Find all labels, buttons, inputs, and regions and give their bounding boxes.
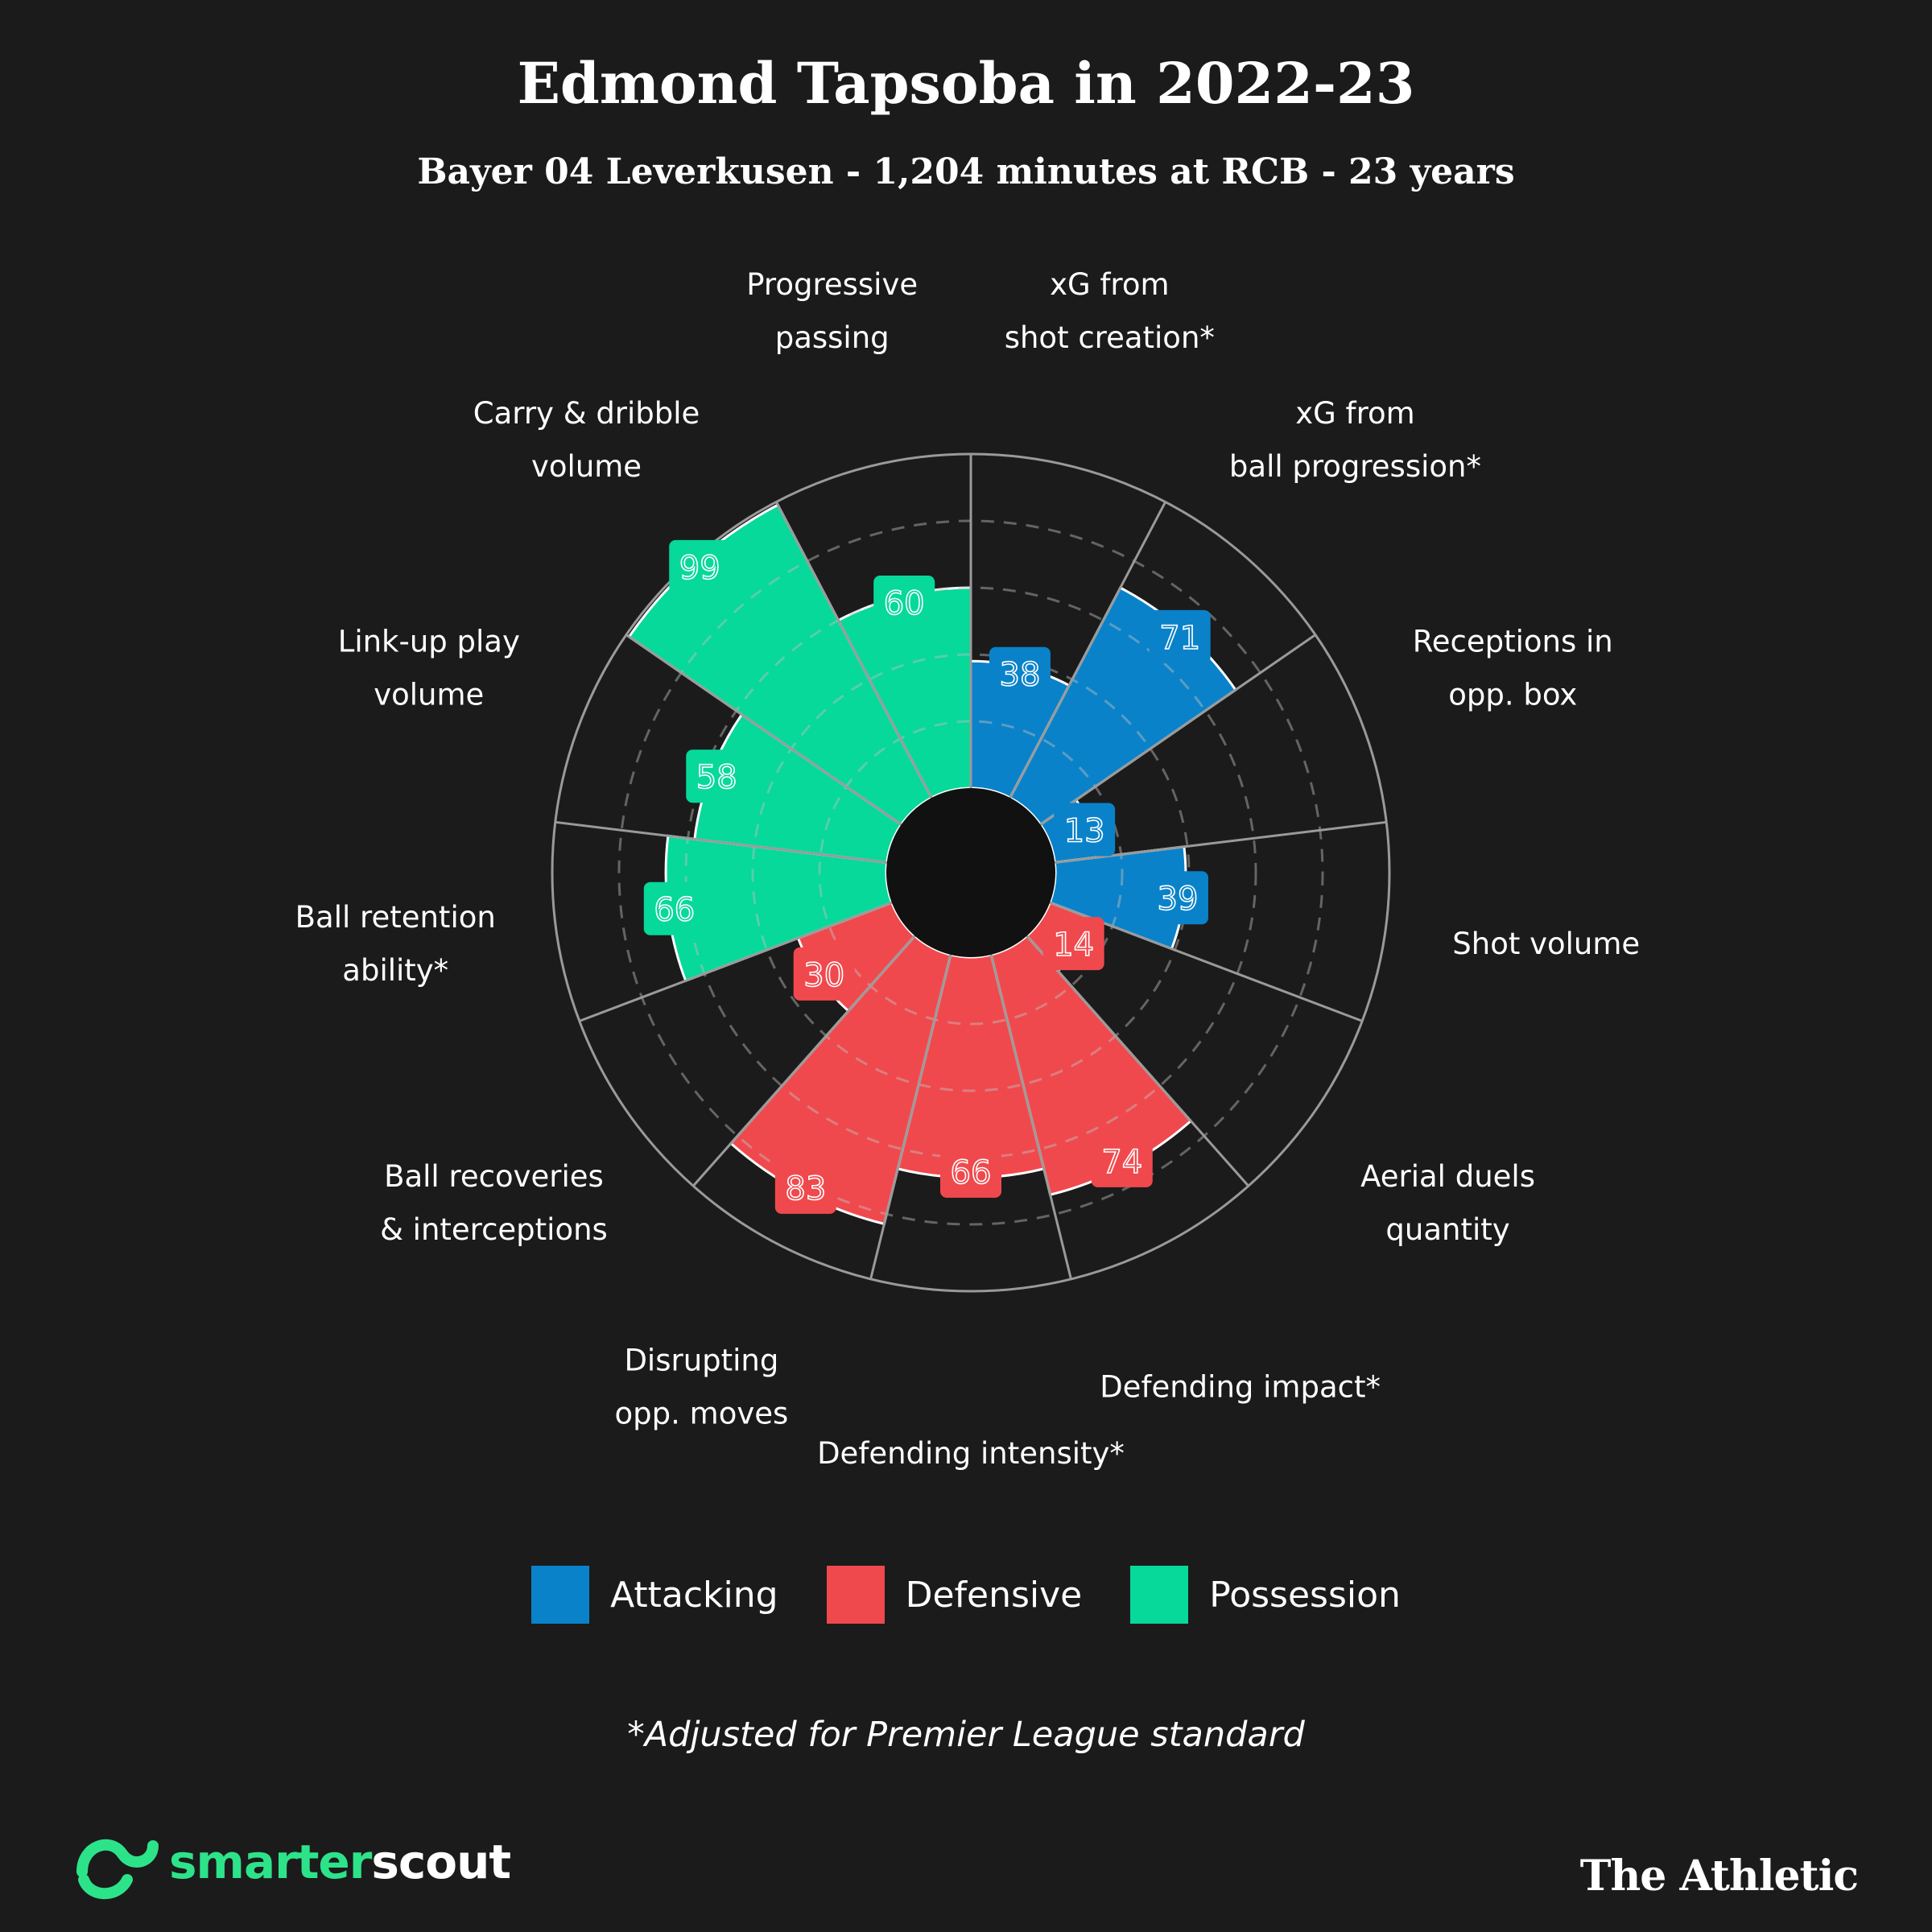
- value-label-11: 99: [679, 550, 720, 587]
- legend-swatch-attacking: [531, 1566, 590, 1624]
- legend-item-possession: Possession: [1130, 1566, 1401, 1624]
- logo-text-scout: scout: [371, 1835, 511, 1889]
- spoke-1: [1009, 501, 1166, 799]
- value-label-2: 13: [1064, 812, 1105, 849]
- category-label-line: Carry & dribble: [473, 396, 700, 431]
- value-badge-9: [643, 881, 705, 935]
- value-badge-2: [1054, 803, 1116, 857]
- category-label-line: ability*: [342, 953, 448, 988]
- spoke-7: [869, 954, 952, 1280]
- spoke-5: [1026, 935, 1249, 1187]
- value-badge-4: [1042, 917, 1104, 971]
- category-label-line: passing: [775, 320, 890, 355]
- category-label-line: Disrupting: [624, 1344, 778, 1378]
- bar-6: [896, 953, 1046, 1179]
- spoke-10: [555, 820, 887, 864]
- grid-ring-20: [818, 720, 1124, 1026]
- category-label-7: Disrupting opp. moves: [615, 1344, 789, 1431]
- category-label-8: Ball recoveries & interceptions: [380, 1159, 608, 1247]
- value-badge-3: [1146, 871, 1208, 925]
- category-label-line: quantity: [1385, 1212, 1509, 1247]
- value-badge-11: [669, 539, 731, 593]
- footnote: *Adjusted for Premier League standard: [627, 1715, 1305, 1755]
- value-label-3: 39: [1158, 881, 1199, 918]
- category-label-12: Progressive passing: [746, 267, 918, 355]
- chart-subtitle: Bayer 04 Leverkusen - 1,204 minutes at R…: [417, 151, 1515, 192]
- category-label-line: Aerial duels: [1360, 1159, 1535, 1194]
- value-badge-10: [686, 749, 748, 803]
- value-label-8: 30: [803, 957, 844, 994]
- legend-label: Possession: [1209, 1574, 1401, 1616]
- value-badge-12: [873, 576, 935, 630]
- spoke-2: [1039, 634, 1316, 826]
- spoke-12: [775, 501, 933, 799]
- chart-title: Edmond Tapsoba in 2022-23: [517, 50, 1415, 117]
- category-label-line: Link-up play: [338, 625, 520, 659]
- category-label-5: Defending impact*: [1100, 1370, 1381, 1405]
- category-label-line: Defending intensity*: [817, 1436, 1125, 1471]
- value-badge-6: [940, 1144, 1001, 1198]
- legend-label: Attacking: [610, 1574, 778, 1616]
- category-label-line: shot creation*: [1005, 320, 1215, 355]
- the-athletic-logo: The Athletic: [1579, 1852, 1859, 1901]
- category-label-line: xG from: [1050, 267, 1169, 302]
- value-label-0: 38: [1000, 657, 1041, 694]
- legend-swatch-defensive: [826, 1566, 885, 1624]
- category-label-line: opp. box: [1448, 678, 1577, 712]
- value-label-7: 83: [785, 1170, 826, 1208]
- value-badge-0: [989, 646, 1051, 700]
- center-hole: [886, 788, 1055, 957]
- spoke-11: [625, 634, 902, 826]
- legend-swatch-possession: [1130, 1566, 1189, 1624]
- value-label-10: 58: [696, 759, 737, 796]
- category-label-line: Shot volume: [1452, 927, 1640, 961]
- category-label-2: Receptions in opp. box: [1413, 625, 1613, 712]
- smarterscout-logo: smarterscout: [74, 1818, 511, 1906]
- category-label-0: xG from shot creation*: [1005, 267, 1215, 355]
- category-label-4: Aerial duels quantity: [1360, 1159, 1535, 1247]
- spoke-8: [692, 935, 916, 1187]
- smarterscout-logo-icon: [76, 1839, 159, 1900]
- category-label-line: xG from: [1295, 396, 1414, 431]
- value-label-12: 60: [884, 585, 925, 622]
- legend-label: Defensive: [905, 1574, 1083, 1616]
- value-badge-1: [1149, 609, 1211, 663]
- value-label-1: 71: [1159, 620, 1200, 657]
- category-label-line: volume: [374, 678, 484, 712]
- spoke-6: [989, 954, 1072, 1280]
- category-label-line: opp. moves: [615, 1397, 789, 1431]
- category-label-line: volume: [531, 449, 642, 484]
- category-label-1: xG from ball progression*: [1229, 396, 1481, 484]
- value-badge-5: [1091, 1133, 1153, 1187]
- category-label-9: Ball retention ability*: [295, 900, 496, 988]
- category-label-line: & interceptions: [380, 1212, 608, 1247]
- category-label-line: Ball recoveries: [384, 1159, 604, 1194]
- category-label-line: Ball retention: [295, 900, 496, 935]
- category-label-6: Defending intensity*: [817, 1436, 1125, 1471]
- value-label-9: 66: [654, 892, 695, 929]
- category-label-line: Receptions in: [1413, 625, 1613, 659]
- category-label-line: Progressive: [746, 267, 918, 302]
- value-label-6: 66: [951, 1154, 992, 1191]
- category-label-11: Carry & dribble volume: [473, 396, 700, 484]
- category-label-line: Defending impact*: [1100, 1370, 1381, 1405]
- value-badge-8: [793, 947, 855, 1001]
- value-badge-7: [774, 1160, 836, 1214]
- value-label-5: 74: [1101, 1144, 1142, 1181]
- legend-item-attacking: Attacking: [531, 1566, 778, 1624]
- value-label-4: 14: [1053, 927, 1094, 964]
- legend-item-defensive: Defensive: [826, 1566, 1083, 1624]
- category-label-10: Link-up play volume: [338, 625, 520, 712]
- category-label-3: Shot volume: [1452, 927, 1640, 961]
- smarterscout-wordmark: smarterscout: [169, 1835, 511, 1889]
- logo-text-smarter: smarter: [169, 1835, 372, 1889]
- spoke-9: [579, 901, 893, 1022]
- legend: Attacking Defensive Possession: [0, 1566, 1932, 1624]
- category-label-line: ball progression*: [1229, 449, 1481, 484]
